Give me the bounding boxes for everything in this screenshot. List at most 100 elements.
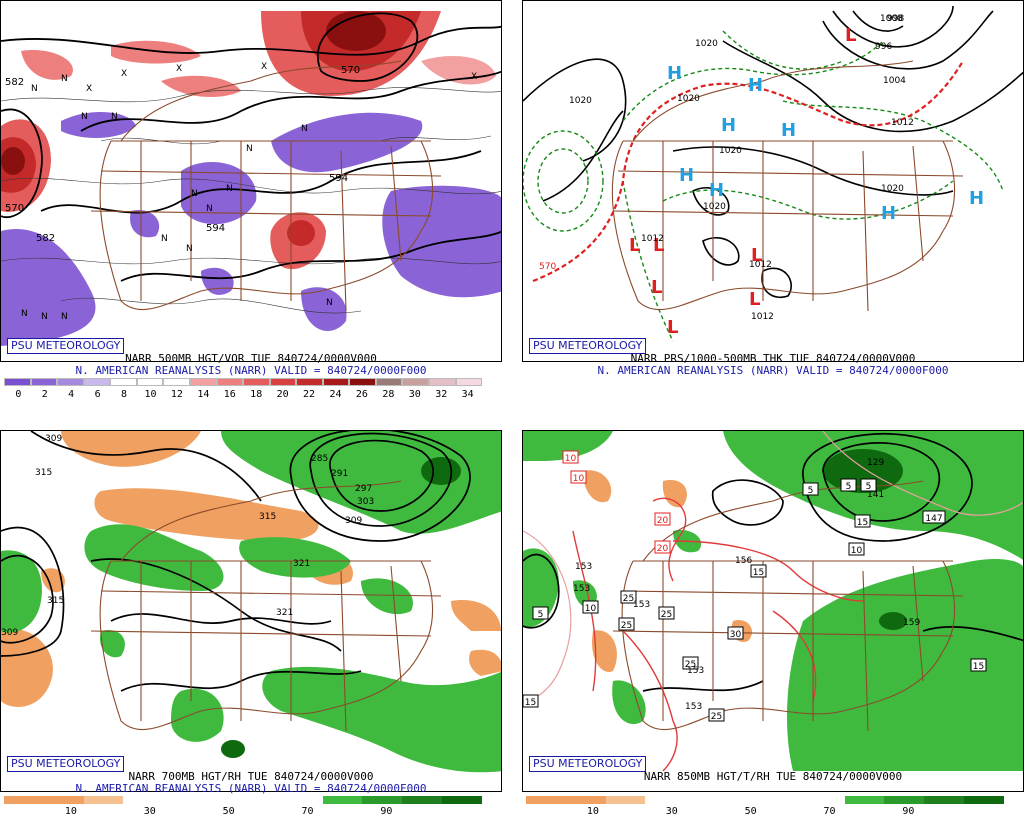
isobar-label: 1012 [891, 118, 914, 128]
low-pressure-centers: L L L L L L L [629, 25, 856, 338]
colorbar-swatch [402, 796, 443, 804]
high-center: H [667, 63, 682, 84]
height-label: 315 [47, 596, 64, 606]
moist-areas [1, 431, 501, 773]
panel-title: NARR 500MB HGT/VOR TUE 840724/0000V000 [125, 352, 377, 365]
map-label: 594 [206, 223, 225, 234]
map-label: N [326, 298, 333, 308]
colorbar-tick: 6 [94, 389, 101, 400]
temperature-box-label: 5 [846, 482, 852, 492]
temperature-box [532, 606, 549, 620]
colorbar-swatch [565, 796, 606, 804]
colorbar-swatch [203, 796, 243, 804]
temperature-box [654, 512, 671, 526]
height-label: 141 [867, 490, 884, 500]
colorbar-swatch [123, 796, 164, 804]
temperature-box-label: 15 [753, 568, 764, 578]
isobar-label: 1020 [703, 202, 726, 212]
height-label: 153 [573, 584, 590, 594]
height-label: 159 [903, 618, 920, 628]
colorbar-tick: 10 [64, 806, 77, 817]
map-labels: 582 N N N X X X N N N 570 582 594 N N 59… [5, 62, 477, 322]
height-label: 129 [867, 458, 884, 468]
temperature-box-label: 25 [711, 712, 722, 722]
map-label: N [191, 189, 198, 199]
high-center: H [748, 75, 763, 96]
map-label: X [176, 64, 182, 74]
colorbar-swatch [296, 378, 323, 386]
colorbar-swatch [685, 796, 726, 804]
colorbar-swatch [645, 796, 686, 804]
psu-meteorology-badge: PSU METEOROLOGY [7, 756, 125, 772]
rh-colorbar [526, 796, 1004, 804]
colorbar-tick: 18 [250, 389, 263, 400]
colorbar-swatch [4, 796, 44, 804]
colorbar-swatch [110, 378, 137, 386]
panel-title: NARR 850MB HGT/T/RH TUE 840724/0000V000 [643, 770, 903, 783]
map-label: N [61, 312, 68, 322]
temperature-box-label: 25 [661, 610, 672, 620]
colorbar-swatch [30, 378, 58, 386]
colorbar-swatch [83, 378, 111, 386]
map-label: N [246, 144, 253, 154]
map-label: N [31, 84, 38, 94]
colorbar-swatch [189, 378, 217, 386]
panel-500mb-vorticity: 582 N N N X X X N N N 570 582 594 N N 59… [0, 0, 502, 362]
thickness-labels: 570 [539, 262, 556, 272]
colorbar-swatch [362, 796, 403, 804]
low-center: L [651, 277, 662, 298]
colorbar-tick: 24 [329, 389, 342, 400]
isobar-label: 1020 [677, 94, 700, 104]
colorbar-swatch [429, 378, 456, 386]
temperature-box-label: 20 [657, 516, 669, 526]
temperature-box-label: 10 [573, 474, 585, 484]
map-label: 582 [5, 77, 24, 88]
isobar-label: 1020 [881, 184, 904, 194]
temperature-box-label: 30 [730, 630, 742, 640]
colorbar-swatch [4, 378, 31, 386]
colorbar-swatch [804, 796, 845, 804]
map-label: N [61, 74, 68, 84]
height-label: 315 [35, 468, 52, 478]
colorbar-tick: 10 [586, 806, 599, 817]
colorbar-tick: 4 [68, 389, 75, 400]
psu-meteorology-badge: PSU METEOROLOGY [529, 338, 647, 354]
rh-colorbar-ticks: 10 30 50 70 90 [526, 806, 1004, 819]
isobar-label: 1012 [641, 234, 664, 244]
colorbar-tick: 90 [902, 806, 915, 817]
temperature-box-label: 15 [973, 662, 984, 672]
map-label: N [21, 309, 28, 319]
isobar-label: 1012 [751, 312, 774, 322]
temperature-box-label: 25 [623, 594, 634, 604]
map-label: N [206, 204, 213, 214]
height-label: 156 [735, 556, 752, 566]
colorbar-swatch [136, 378, 164, 386]
temperature-box [922, 510, 946, 524]
height-label: 303 [357, 497, 374, 507]
height-label: 309 [45, 434, 62, 444]
low-center: L [749, 289, 760, 310]
temperature-box-label: 20 [657, 544, 669, 554]
temperature-box [854, 514, 871, 528]
colorbar-swatch [322, 796, 363, 804]
colorbar-swatch [163, 378, 190, 386]
colorbar-swatch [442, 796, 482, 804]
temperature-box-label: 25 [685, 660, 696, 670]
colorbar-swatch [57, 378, 84, 386]
height-contours [523, 433, 1023, 692]
temperature-box-label: 10 [565, 454, 577, 464]
panel-title: NARR 700MB HGT/RH TUE 840724/0000V000 [128, 770, 374, 783]
colorbar-swatch [924, 796, 965, 804]
map-label: 570 [341, 65, 360, 76]
colorbar-tick: 0 [15, 389, 22, 400]
temperature-box-label: 15 [857, 518, 868, 528]
panel-850mb-temp-rh: 10 10 5 20 20 15 25 25 25 30 25 25 15 5 5 5 147 15 15 10 10 … [522, 430, 1024, 792]
colorbar-tick: 70 [823, 806, 836, 817]
temperature-box [523, 694, 539, 708]
colorbar-swatch [725, 796, 765, 804]
height-label: 315 [259, 512, 276, 522]
negative-vorticity-areas [1, 111, 501, 346]
colorbar-swatch [455, 378, 483, 386]
temperature-box [970, 658, 987, 672]
colorbar-swatch [402, 378, 429, 386]
